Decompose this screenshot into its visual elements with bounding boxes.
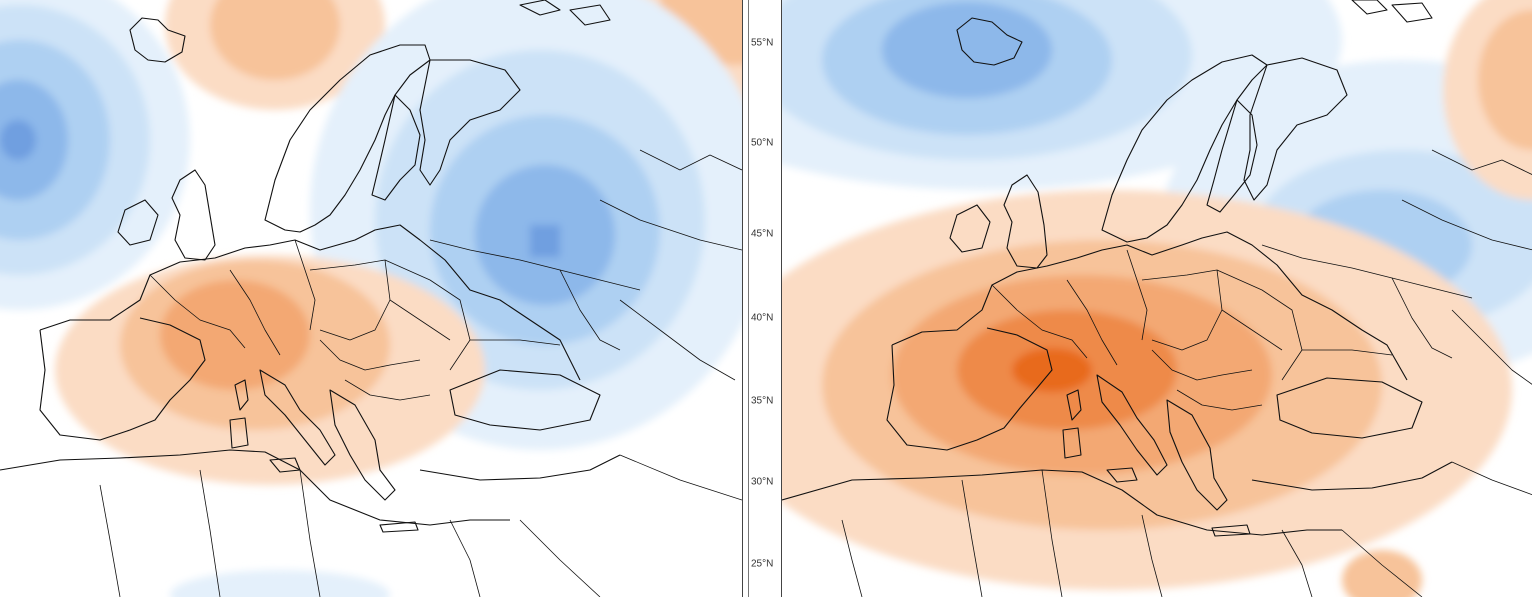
axis-line [748, 0, 749, 597]
lat-label-25: 25°N [751, 558, 774, 570]
lat-label-45: 45°N [751, 228, 774, 240]
right-borders [841, 149, 1532, 597]
latitude-axis: 55°N 50°N 45°N 40°N 35°N 30°N 25°N [743, 0, 780, 597]
right-anomaly-field [782, 0, 1532, 597]
left-coastlines [0, 0, 621, 533]
left-borders [99, 149, 742, 597]
left-map-svg [0, 0, 742, 597]
lat-label-30: 30°N [751, 476, 774, 488]
lat-label-50: 50°N [751, 137, 774, 149]
left-anomaly-field [0, 0, 742, 597]
lat-label-55: 55°N [751, 37, 774, 49]
right-coastlines [782, 0, 1453, 537]
lat-label-40: 40°N [751, 312, 774, 324]
right-anomaly-map [781, 0, 1532, 597]
right-map-svg [782, 0, 1532, 597]
lat-label-35: 35°N [751, 395, 774, 407]
left-anomaly-map [0, 0, 743, 597]
